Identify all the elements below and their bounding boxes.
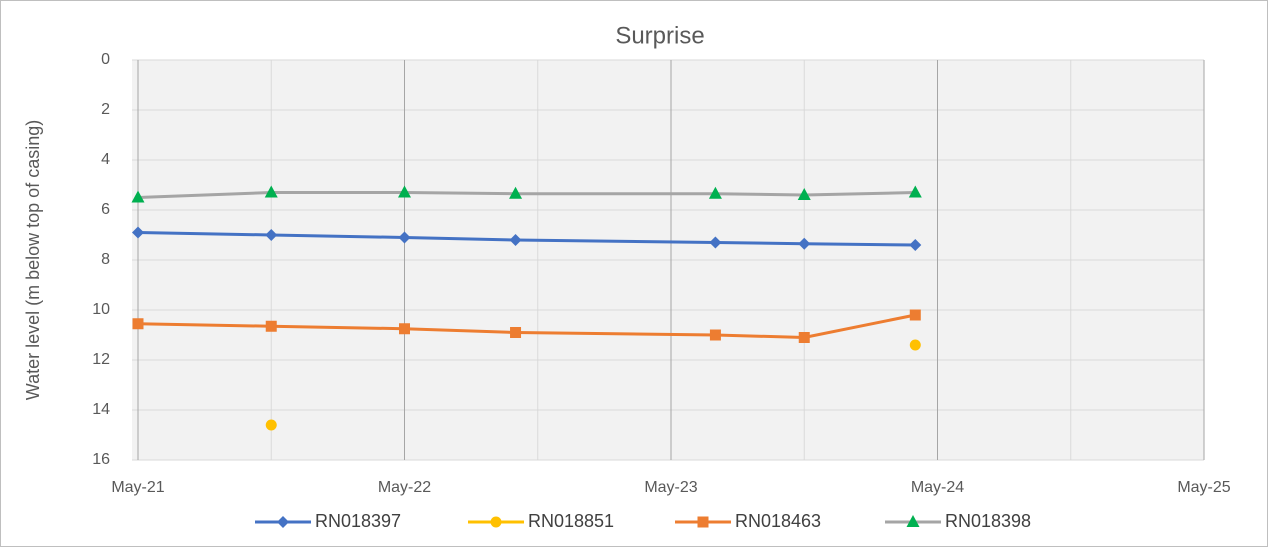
marker: [398, 185, 411, 198]
marker: [265, 419, 277, 431]
marker: [909, 309, 921, 321]
y-tick-label: 8: [101, 251, 110, 268]
y-tick-label: 12: [92, 351, 110, 368]
marker: [510, 327, 522, 338]
marker: [265, 229, 278, 241]
legend-label: RN018851: [528, 511, 614, 531]
legend-label: RN018398: [945, 511, 1031, 531]
x-tick-label: May-24: [911, 479, 964, 496]
y-tick-label: 4: [101, 151, 110, 168]
marker: [708, 186, 722, 199]
y-axis-label: Water level (m below top of casing): [23, 120, 43, 400]
legend-marker: [277, 516, 289, 528]
marker: [509, 234, 522, 246]
legend-marker: [697, 516, 709, 528]
marker: [265, 320, 277, 332]
x-tick-label: May-23: [644, 479, 697, 496]
y-tick-label: 0: [101, 51, 110, 68]
y-tick-label: 10: [92, 301, 110, 318]
marker: [131, 190, 145, 203]
marker: [909, 339, 921, 351]
chart-title: Surprise: [615, 22, 704, 49]
marker: [908, 185, 922, 198]
legend-label: RN018397: [315, 511, 401, 531]
legend-label: RN018463: [735, 511, 821, 531]
y-tick-label: 2: [101, 101, 110, 118]
marker: [909, 239, 922, 251]
legend-marker: [490, 516, 502, 528]
x-tick-label: May-25: [1177, 479, 1230, 496]
x-tick-label: May-22: [378, 479, 431, 496]
y-tick-label: 16: [92, 451, 110, 468]
y-tick-label: 6: [101, 201, 110, 218]
marker: [132, 318, 144, 330]
legend-marker: [906, 515, 920, 527]
marker: [399, 323, 410, 335]
marker: [132, 226, 144, 239]
marker: [798, 237, 811, 250]
marker: [709, 329, 721, 341]
marker: [798, 332, 810, 343]
y-tick-label: 14: [92, 401, 110, 418]
marker: [797, 188, 811, 200]
marker: [709, 236, 722, 249]
marker: [398, 231, 411, 244]
marker: [264, 185, 278, 198]
marker: [509, 186, 523, 199]
x-tick-label: May-21: [111, 479, 164, 496]
